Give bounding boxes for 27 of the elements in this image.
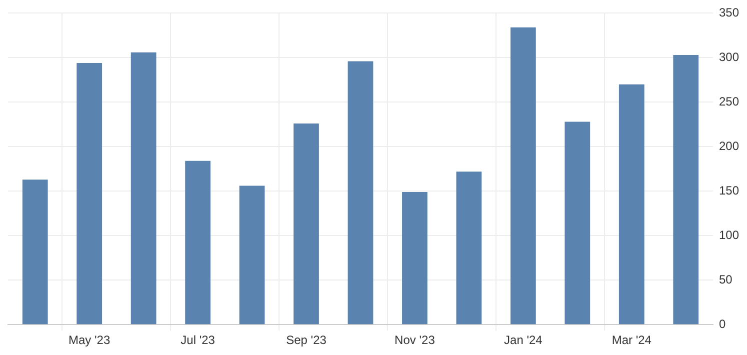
y-tick-label: 250 xyxy=(718,94,740,108)
bar xyxy=(239,186,265,324)
bar xyxy=(402,192,428,324)
bar xyxy=(510,27,536,324)
y-tick-label: 100 xyxy=(718,228,740,242)
x-tick-label: May '23 xyxy=(68,333,110,348)
x-tick-label: Sep '23 xyxy=(286,333,327,348)
x-tick-label: Nov '23 xyxy=(394,333,436,348)
bar xyxy=(673,55,699,324)
y-tick-label: 300 xyxy=(718,50,740,64)
bar xyxy=(348,61,374,324)
y-tick-label: 150 xyxy=(718,183,740,198)
bar xyxy=(185,160,210,324)
y-tick-label: 0 xyxy=(718,316,726,331)
y-tick-label: 350 xyxy=(718,6,740,20)
bar xyxy=(456,172,482,324)
y-tick-label: 200 xyxy=(718,138,740,153)
x-tick-label: Jan '24 xyxy=(504,333,543,348)
y-tick-label: 50 xyxy=(718,272,733,286)
bar xyxy=(564,122,590,324)
bar xyxy=(76,63,102,324)
bar xyxy=(294,124,319,324)
bar xyxy=(618,84,644,324)
x-tick-label: Jul '23 xyxy=(180,333,216,348)
x-tick-label: Mar '24 xyxy=(612,333,652,348)
bar xyxy=(130,52,156,324)
bar xyxy=(22,180,48,324)
